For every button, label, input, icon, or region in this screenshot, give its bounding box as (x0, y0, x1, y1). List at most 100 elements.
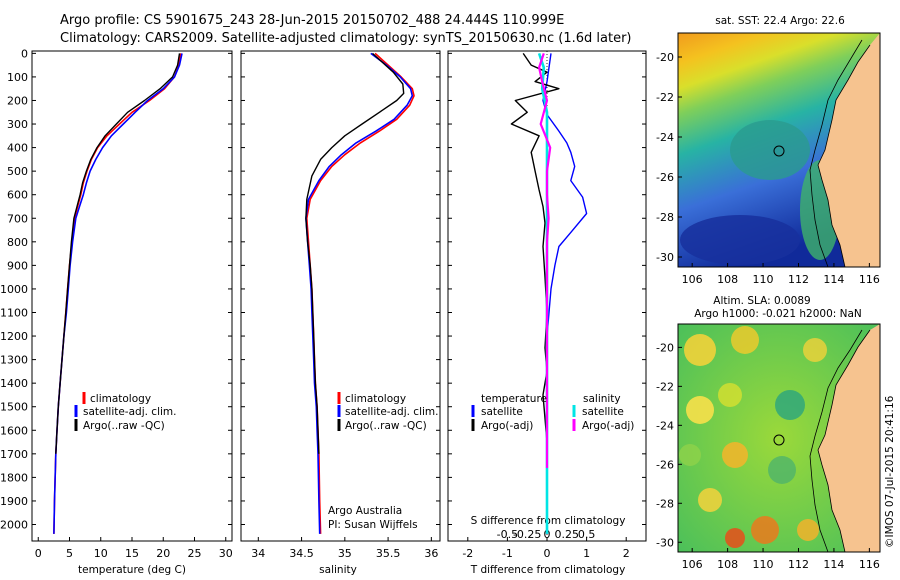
series-climatology (53, 53, 182, 534)
map-y-tick-label: -28 (656, 211, 674, 224)
temperature-legend: climatology satellite-adj. clim. Argo(..… (74, 392, 176, 432)
legend-label-climatology: climatology (90, 393, 151, 405)
sla-coastline (817, 329, 871, 553)
sla-blob (803, 338, 827, 362)
sla-map-title-2: Argo h1000: -0.021 h2000: NaN (694, 308, 862, 320)
x-tick-label: 5 (66, 547, 73, 560)
temperature-plot (53, 53, 183, 534)
series-temp-argo (510, 53, 560, 454)
difference-plot (510, 51, 588, 541)
depth-tick-label: 1800 (0, 471, 28, 484)
sst-bathymetry-contour (809, 39, 863, 268)
x-tick-label: 30 (219, 547, 233, 560)
series-argo (55, 53, 181, 454)
x-tick-label: 34.5 (289, 547, 314, 560)
sla-blob (684, 334, 716, 366)
depth-tick-label: 600 (7, 189, 28, 202)
depth-tick-label: 800 (7, 236, 28, 249)
depth-tick-label: 1200 (0, 330, 28, 343)
map-x-tick-label: 116 (859, 558, 880, 571)
depth-tick-label: 300 (7, 118, 28, 131)
depth-tick-label: 1600 (0, 424, 28, 437)
x-tick-label: 35 (338, 547, 352, 560)
difference-x-label: T difference from climatology (470, 564, 626, 576)
x-tick-label: 34 (251, 547, 265, 560)
legend-label-climatology: climatology (345, 393, 406, 405)
salinity-panel-frame (240, 50, 441, 542)
salinity-legend: climatology satellite-adj. clim. Argo(..… (328, 392, 438, 531)
map-y-tick-label: -22 (656, 91, 674, 104)
series-argo (305, 52, 405, 454)
sst-map (677, 32, 881, 268)
map-y-tick-label: -28 (656, 497, 674, 510)
depth-tick-label: 0 (21, 47, 28, 60)
map-y-tick-label: -26 (656, 171, 674, 184)
sst-argo-location-marker (773, 145, 785, 157)
map-x-tick-label: 112 (788, 558, 809, 571)
depth-tick-label: 1300 (0, 354, 28, 367)
map-y-tick-label: -22 (656, 380, 674, 393)
sla-blob (722, 442, 748, 468)
temperature-x-axis: 0 5 10 15 20 25 30 (35, 537, 233, 560)
imos-credit: ©IMOS 07-Jul-2015 20:41:16 (884, 395, 896, 548)
x-tick-label: 0 (544, 547, 551, 560)
top-tick-label: 0.25 (555, 528, 580, 541)
legend-label-satellite: satellite-adj. clim. (345, 406, 438, 418)
credit-argo-australia: Argo Australia (328, 505, 402, 517)
legend-label-satellite: satellite-adj. clim. (83, 406, 176, 418)
sla-bathymetry-contour (809, 329, 863, 553)
map-y-tick-label: -20 (656, 51, 674, 64)
salinity-x-label: salinity (319, 564, 357, 576)
x-tick-label: 2 (623, 547, 630, 560)
sla-blob (797, 519, 819, 541)
map-x-tick-label: 114 (823, 558, 844, 571)
depth-tick-label: 900 (7, 259, 28, 272)
legend-label-temp-satellite: satellite (481, 406, 523, 418)
map-x-tick-label: 106 (682, 273, 703, 286)
top-tick-label: -0.5 (497, 528, 518, 541)
x-tick-label: 35.5 (376, 547, 401, 560)
sla-map-axes: 106 108 110 112 114 116 -20 -22 -24 -26 -28 -30 (656, 341, 880, 571)
sla-blob (679, 444, 701, 466)
x-tick-label: 25 (188, 547, 202, 560)
x-tick-label: 20 (156, 547, 170, 560)
sla-argo-location-marker (773, 434, 785, 446)
sst-anomaly-blue (680, 215, 800, 265)
header-line-1: Argo profile: CS 5901675_243 28-Jun-2015… (60, 13, 564, 28)
legend-salinity-title: salinity (583, 393, 621, 405)
legend-label-argo: Argo(..raw -QC) (345, 420, 427, 432)
top-tick-label: -0.25 (513, 528, 541, 541)
sla-blob (698, 488, 722, 512)
depth-tick-label: 100 (7, 71, 28, 84)
sla-blob (731, 326, 759, 354)
map-x-tick-label: 110 (753, 273, 774, 286)
sla-blob (775, 390, 805, 420)
temperature-x-label: temperature (deg C) (78, 564, 186, 576)
depth-tick-label: 1000 (0, 283, 28, 296)
x-tick-label: -2 (462, 547, 473, 560)
map-x-tick-label: 116 (859, 273, 880, 286)
map-y-tick-label: -26 (656, 458, 674, 471)
depth-tick-label: 700 (7, 212, 28, 225)
sst-anomaly-teal (730, 120, 810, 180)
map-x-tick-label: 108 (717, 273, 738, 286)
sla-blob (718, 383, 742, 407)
credit-pi: PI: Susan Wijffels (328, 519, 418, 531)
depth-tick-label: 2000 (0, 519, 28, 532)
depth-tick-label: 1500 (0, 401, 28, 414)
sst-map-axes: 106 108 110 112 114 116 -20 -22 -24 -26 -28 -30 (656, 51, 880, 286)
map-y-tick-label: -24 (656, 131, 674, 144)
map-y-tick-label: -24 (656, 419, 674, 432)
salinity-x-axis: 34 34.5 35 35.5 36 (251, 537, 438, 560)
map-x-tick-label: 106 (682, 558, 703, 571)
sla-blob (751, 516, 779, 544)
map-x-tick-label: 108 (717, 558, 738, 571)
sla-blob (725, 528, 745, 548)
depth-tick-label: 1700 (0, 448, 28, 461)
x-tick-label: 36 (424, 547, 438, 560)
x-tick-label: 15 (125, 547, 139, 560)
salinity-plot (305, 52, 415, 534)
top-tick-label: 0.5 (578, 528, 596, 541)
sla-map-title-1: Altim. SLA: 0.0089 (713, 295, 810, 307)
sla-blob (768, 456, 796, 484)
